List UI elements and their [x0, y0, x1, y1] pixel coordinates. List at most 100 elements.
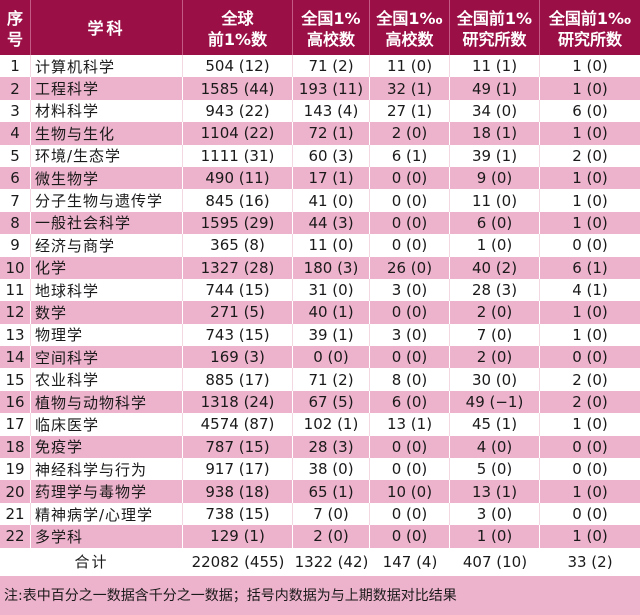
subject-name: 环境/生态学 [31, 144, 183, 167]
row-number: 22 [0, 525, 31, 548]
row-number: 12 [0, 301, 31, 324]
row-number: 7 [0, 189, 31, 212]
total-inst-1pct: 407 (10) [462, 552, 528, 571]
table-row: 11 地球科学 744 (15) 31 (0) 3 (0) 28 (3) 4 (1) [0, 278, 640, 302]
inst-1pct-count: 7 (0) [450, 323, 540, 347]
table-row: 10 化学 1327 (28) 180 (3) 26 (0) 40 (2) 6 (1) [0, 256, 640, 279]
header-subject: 学科 [31, 0, 183, 55]
global-top1pct-count: 1585 (44) [183, 77, 293, 100]
inst-1permil-count: 1 (0) [572, 325, 608, 344]
univ-1pct-count: 65 (1) [293, 480, 370, 503]
univ-1permil-count: 26 (0) [370, 256, 450, 279]
row-number: 15 [0, 368, 31, 391]
global-top1pct-count: 1595 (29) [183, 211, 293, 235]
global-top1pct-count: 1104 (22) [183, 122, 293, 145]
inst-1pct-count: 1 (0) [450, 525, 540, 548]
table-row: 7 分子生物与遗传学 845 (16) 41 (0) 0 (0) 11 (0) 1 (0) [0, 189, 640, 212]
header-global-top1pct: 全球 前1%数 [183, 0, 293, 55]
global-top1pct-count: 504 (12) [183, 55, 293, 78]
univ-1permil-count: 32 (1) [370, 77, 450, 100]
table-row: 22 多学科 129 (1) 2 (0) 0 (0) 1 (0) 1 (0) [0, 525, 640, 548]
univ-1pct-count: 0 (0) [293, 346, 370, 369]
inst-1pct-count: 49 (1) [450, 77, 540, 100]
inst-1pct-count: 49 (−1) [450, 390, 540, 414]
inst-1pct-count: 5 (0) [450, 458, 540, 481]
global-top1pct-count: 4574 (87) [183, 413, 293, 436]
inst-1permil-count: 1 (0) [572, 213, 608, 232]
table-row: 9 经济与商学 365 (8) 11 (0) 0 (0) 1 (0) 0 (0) [0, 234, 640, 257]
subject-name: 多学科 [31, 525, 183, 548]
univ-1pct-count: 44 (3) [293, 211, 370, 235]
inst-1pct-count: 9 (0) [450, 166, 540, 190]
header-label: 全球 前1%数 [207, 8, 268, 49]
table-row: 6 微生物学 490 (11) 17 (1) 0 (0) 9 (0) 1 (0) [0, 166, 640, 190]
subject-name: 生物与生化 [31, 122, 183, 145]
inst-1pct-count: 34 (0) [450, 99, 540, 123]
univ-1permil-count: 0 (0) [370, 301, 450, 324]
inst-1pct-count: 2 (0) [450, 346, 540, 369]
table-row: 8 一般社会科学 1595 (29) 44 (3) 0 (0) 6 (0) 1 (0) [0, 211, 640, 235]
inst-1pct-count: 11 (1) [450, 55, 540, 78]
univ-1pct-count: 41 (0) [293, 189, 370, 212]
univ-1permil-count: 2 (0) [370, 122, 450, 145]
row-number: 21 [0, 502, 31, 526]
subject-name: 农业科学 [31, 368, 183, 391]
header-label: 序 号 [6, 8, 23, 49]
univ-1pct-count: 39 (1) [293, 323, 370, 347]
global-top1pct-count: 1111 (31) [183, 144, 293, 167]
header-univ-1permil: 全国1‰ 高校数 [370, 0, 450, 55]
inst-1permil-count: 1 (0) [572, 527, 608, 546]
univ-1permil-count: 0 (0) [370, 458, 450, 481]
inst-1pct-count: 39 (1) [450, 144, 540, 167]
univ-1pct-count: 31 (0) [293, 278, 370, 302]
univ-1pct-count: 60 (3) [293, 144, 370, 167]
global-top1pct-count: 917 (17) [183, 458, 293, 481]
subject-name: 工程科学 [31, 77, 183, 100]
inst-1permil-count: 0 (0) [572, 236, 608, 255]
table-row: 2 工程科学 1585 (44) 193 (11) 32 (1) 49 (1) 1 (0) [0, 77, 640, 100]
univ-1permil-count: 0 (0) [370, 346, 450, 369]
univ-1pct-count: 143 (4) [293, 99, 370, 123]
inst-1permil-count: 4 (1) [572, 281, 608, 300]
row-number: 5 [0, 144, 31, 167]
subject-name: 计算机科学 [31, 55, 183, 78]
inst-1permil-count: 1 (0) [572, 169, 608, 188]
inst-1pct-count: 13 (1) [450, 480, 540, 503]
row-number: 14 [0, 346, 31, 369]
global-top1pct-count: 738 (15) [183, 502, 293, 526]
table-row: 21 精神病学/心理学 738 (15) 7 (0) 0 (0) 3 (0) 0 (0) [0, 502, 640, 526]
inst-1pct-count: 30 (0) [450, 368, 540, 391]
univ-1permil-count: 3 (0) [370, 278, 450, 302]
subject-name: 神经科学与行为 [31, 458, 183, 481]
row-number: 16 [0, 390, 31, 414]
univ-1pct-count: 2 (0) [293, 525, 370, 548]
inst-1pct-count: 1 (0) [450, 234, 540, 257]
subject-name: 精神病学/心理学 [31, 502, 183, 526]
inst-1permil-count: 1 (0) [572, 303, 608, 322]
univ-1pct-count: 11 (0) [293, 234, 370, 257]
row-number: 17 [0, 413, 31, 436]
inst-1permil-count: 0 (0) [572, 437, 608, 456]
inst-1permil-count: 6 (0) [572, 101, 608, 120]
subject-name: 植物与动物科学 [31, 390, 183, 414]
total-univ-1pct: 1322 (42) [294, 552, 369, 571]
header-no: 序 号 [0, 0, 31, 55]
subject-name: 数学 [31, 301, 183, 324]
table-row: 14 空间科学 169 (3) 0 (0) 0 (0) 2 (0) 0 (0) [0, 346, 640, 369]
global-top1pct-count: 169 (3) [183, 346, 293, 369]
global-top1pct-count: 787 (15) [183, 435, 293, 459]
total-univ-1permil: 147 (4) [382, 552, 438, 571]
table-row: 18 免疫学 787 (15) 28 (3) 0 (0) 4 (0) 0 (0) [0, 435, 640, 459]
subject-name: 临床医学 [31, 413, 183, 436]
univ-1permil-count: 0 (0) [370, 211, 450, 235]
subject-name: 地球科学 [31, 278, 183, 302]
global-top1pct-count: 885 (17) [183, 368, 293, 391]
univ-1pct-count: 193 (11) [293, 77, 370, 100]
univ-1permil-count: 0 (0) [370, 502, 450, 526]
univ-1pct-count: 28 (3) [293, 435, 370, 459]
univ-1permil-count: 11 (0) [370, 55, 450, 78]
inst-1permil-count: 2 (0) [572, 370, 608, 389]
header-inst-1permil: 全国前1‰ 研究所数 [540, 0, 640, 55]
row-number: 2 [0, 77, 31, 100]
